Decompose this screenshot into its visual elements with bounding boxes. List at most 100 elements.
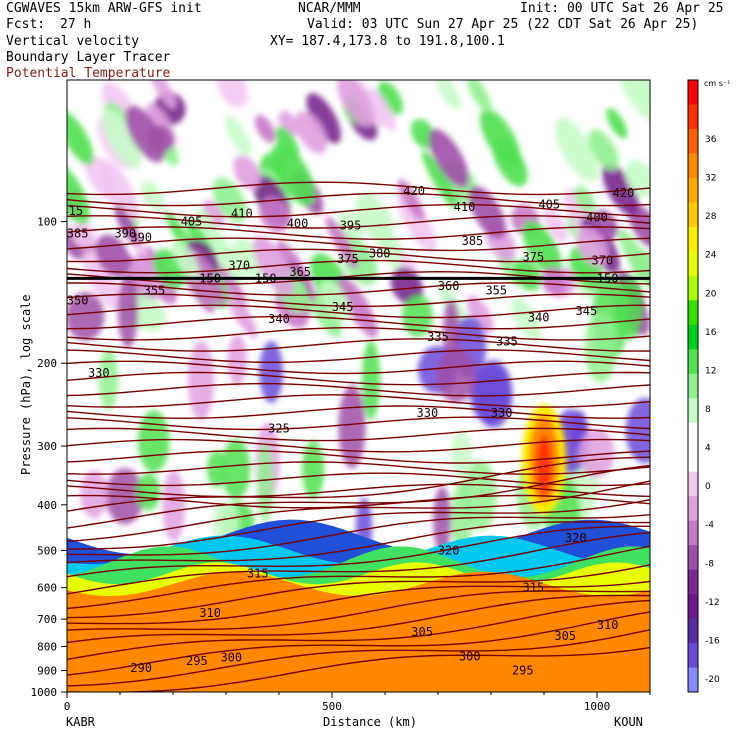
updraft-cell: [257, 442, 274, 523]
wave-cell: [216, 80, 249, 108]
theta-label: 385: [67, 227, 89, 241]
tracer-label: 150: [255, 271, 277, 285]
colorbar-tick-label: 20: [705, 289, 717, 299]
theta-label: 295: [512, 663, 534, 677]
y-tick-label: 700: [37, 613, 57, 626]
colorbar-swatch: [688, 104, 698, 130]
theta-isentrope: [67, 629, 650, 687]
forecast-label: Fcst:: [6, 17, 46, 32]
theta-isentrope: [67, 580, 650, 625]
y-tick-label: 500: [37, 544, 57, 557]
colorbar-swatch: [688, 398, 698, 424]
theta-label: 330: [417, 406, 439, 420]
wave-cell: [588, 129, 619, 171]
wave-cell: [295, 111, 328, 154]
theta-isentrope: [67, 192, 650, 207]
theta-isentrope: [67, 494, 650, 509]
updraft-cell: [259, 341, 284, 403]
theta-isentrope: [67, 293, 650, 307]
theta-label: 395: [340, 219, 362, 233]
theta-isentrope: [67, 327, 650, 341]
colorbar-swatch: [688, 373, 698, 399]
theta-label: 390: [114, 227, 136, 241]
colorbar-tick-label: -4: [705, 521, 714, 531]
wave-cell: [306, 93, 342, 144]
theta-isentrope: [67, 427, 650, 442]
mid-cells: [67, 273, 650, 557]
theta-label: 355: [144, 283, 166, 297]
wave-cell: [320, 279, 351, 322]
theta-isentrope: [67, 525, 650, 578]
theta-isentrope: [67, 394, 650, 408]
theta-label: 410: [454, 200, 476, 214]
theta-isentrope: [67, 594, 650, 644]
updraft-cell: [469, 363, 510, 424]
wave-cell: [628, 204, 650, 248]
theta-label: 320: [565, 531, 587, 545]
colorbar-swatch: [688, 471, 698, 497]
wave-cell: [82, 250, 122, 311]
wave-cell: [224, 115, 252, 156]
theta-label: 405: [538, 198, 560, 212]
y-tick-label: 600: [37, 582, 57, 595]
theta-label: 305: [411, 625, 433, 639]
theta-isentrope: [67, 564, 650, 619]
wave-cell: [71, 221, 97, 249]
colorbar-tick-label: 28: [705, 212, 717, 222]
wave-cell: [150, 80, 176, 109]
theta-label: 345: [332, 300, 354, 314]
theta-label: 325: [268, 421, 290, 435]
theta-label: 340: [268, 312, 290, 326]
wave-cell: [421, 150, 458, 209]
theta-label: 410: [231, 206, 253, 220]
wave-cell: [593, 209, 619, 240]
theta-label: 295: [186, 654, 208, 668]
y-tick-label: 300: [37, 440, 57, 453]
updraft-cell: [361, 340, 381, 420]
theta-label: 350: [67, 293, 89, 307]
updraft-cell: [433, 486, 452, 555]
wave-cell: [467, 80, 492, 113]
wave-cell: [271, 143, 316, 206]
updraft-core-red: [536, 435, 552, 496]
theta-label: 400: [586, 210, 608, 224]
theta-isentrope: [67, 599, 650, 660]
wave-cell: [618, 229, 650, 291]
updraft-cell: [137, 410, 170, 473]
colorbar-swatch: [688, 300, 698, 326]
wave-cell: [67, 110, 94, 165]
colorbar-swatch: [688, 80, 698, 105]
colorbar-tick-label: -12: [705, 598, 720, 608]
colorbar-swatch: [688, 226, 698, 252]
colorbar-swatch: [688, 324, 698, 350]
theta-isentrope: [67, 438, 650, 453]
colorbar-swatch: [688, 128, 698, 154]
tracer-band: [67, 571, 650, 692]
theta-label: 315: [523, 581, 545, 595]
wave-cell: [212, 177, 247, 223]
colorbar-tick-label: 24: [705, 251, 717, 261]
forecast-hour: 27 h: [60, 17, 92, 32]
wave-cell: [101, 109, 143, 169]
theta-label: 330: [88, 366, 110, 380]
colorbar-swatch: [688, 667, 698, 693]
colorbar-swatch: [688, 177, 698, 203]
plot-frame: [66, 79, 651, 693]
org-label: NCAR/MMM: [298, 1, 361, 16]
updraft-cell: [625, 398, 650, 464]
theta-label: 300: [220, 651, 242, 665]
theta-isentrope: [67, 646, 650, 692]
theta-label: 290: [130, 661, 152, 675]
wave-cell: [225, 287, 258, 339]
theta-isentrope: [67, 611, 650, 676]
y-tick-label: 800: [37, 640, 57, 653]
colorbar-tick-label: 16: [705, 328, 717, 338]
theta-isentrope: [67, 461, 650, 475]
updraft-cell: [98, 348, 119, 411]
y-tick-label: 100: [37, 216, 57, 229]
colorbar-tick-label: -20: [705, 675, 720, 685]
y-axis-title: Pressure (hPa), log scale: [19, 294, 33, 475]
colorbar-swatch: [688, 349, 698, 375]
updraft-cell: [302, 440, 325, 499]
theta-label: 415: [61, 204, 83, 218]
